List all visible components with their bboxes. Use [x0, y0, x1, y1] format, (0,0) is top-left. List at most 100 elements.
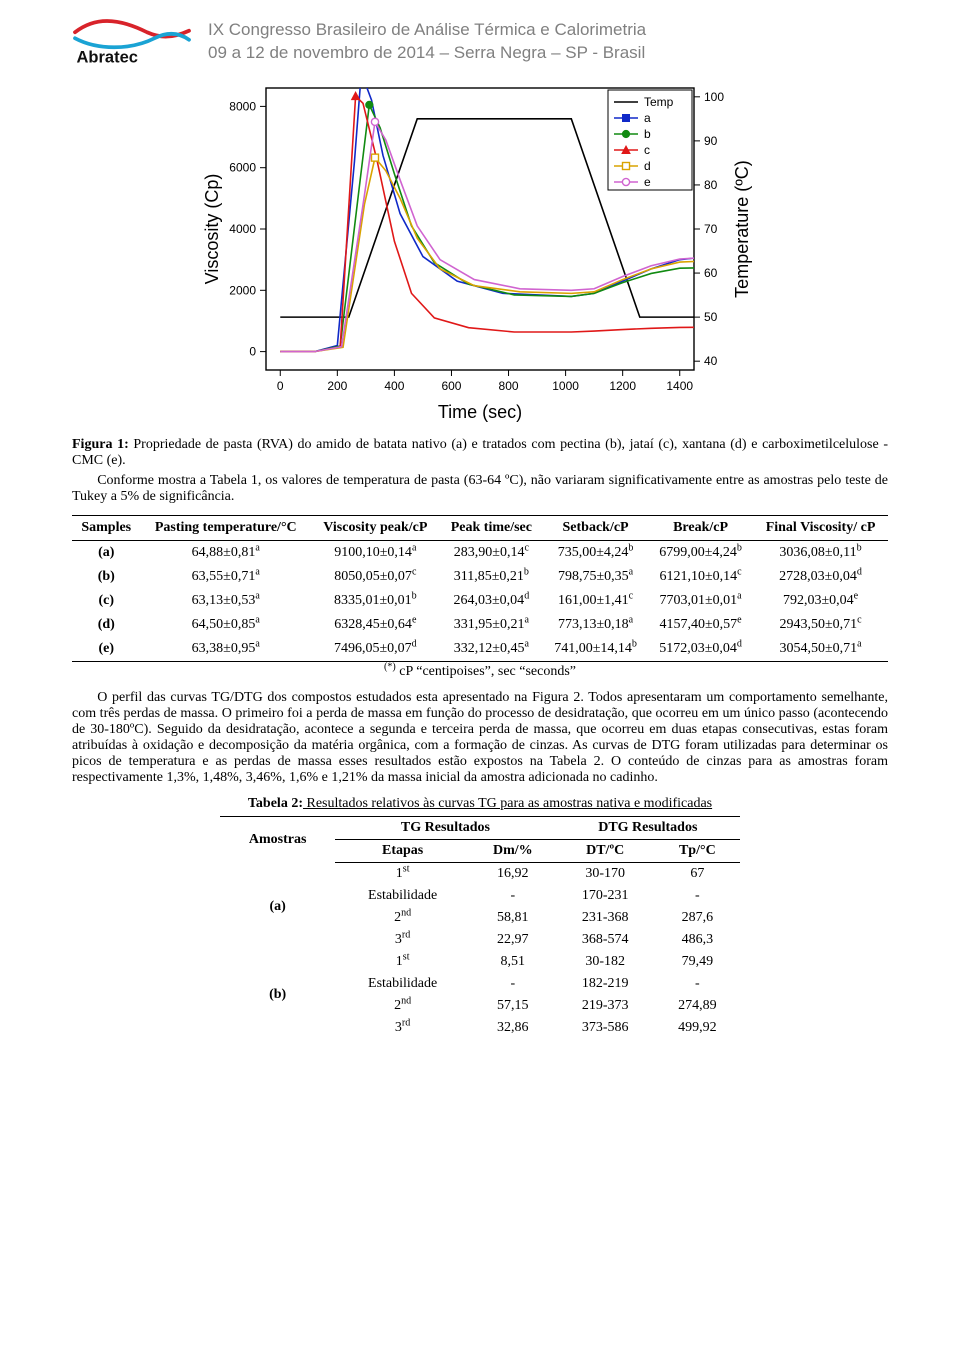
- table1-cell: 735,00±4,24b: [543, 541, 648, 566]
- table1-row: (d)64,50±0,85a6328,45±0,64e331,95±0,21a7…: [72, 613, 888, 637]
- table2-cell: 219-373: [556, 995, 655, 1017]
- svg-text:Viscosity (Cp): Viscosity (Cp): [202, 174, 222, 285]
- table2-cell: 499,92: [655, 1017, 740, 1039]
- svg-text:e: e: [644, 175, 651, 189]
- table1-sample-cell: (b): [72, 565, 141, 589]
- table1-col-1: Pasting temperature/°C: [141, 516, 312, 541]
- table1-note: (*) cP “centipoises”, sec “seconds”: [72, 664, 888, 680]
- table1-col-6: Final Viscosity/ cP: [753, 516, 888, 541]
- svg-text:2000: 2000: [229, 283, 256, 297]
- table1-cell: 5172,03±0,04d: [648, 637, 753, 662]
- table2-cell: 182-219: [556, 973, 655, 995]
- table2-cell: 373-586: [556, 1017, 655, 1039]
- table2-cell: Dm/%: [470, 840, 556, 863]
- svg-text:c: c: [644, 143, 650, 157]
- svg-text:1200: 1200: [609, 379, 636, 393]
- paragraph-tg-dtg: O perfil das curvas TG/DTG dos compostos…: [72, 690, 888, 786]
- svg-text:0: 0: [249, 345, 256, 359]
- table2-label: Tabela 2:: [248, 796, 303, 811]
- table2-cell: 2nd: [335, 995, 470, 1017]
- table2-cell: 30-182: [556, 951, 655, 973]
- table1-cell: 264,03±0,04d: [440, 589, 543, 613]
- table2-cell: 22,97: [470, 929, 556, 951]
- table2-cell: -: [470, 885, 556, 907]
- table1-col-5: Break/cP: [648, 516, 753, 541]
- table1-col-4: Setback/cP: [543, 516, 648, 541]
- table2-cell: 287,6: [655, 907, 740, 929]
- table2-cell: Estabilidade: [335, 973, 470, 995]
- svg-text:40: 40: [704, 354, 718, 368]
- table1-cell: 792,03±0,04e: [753, 589, 888, 613]
- svg-text:1000: 1000: [552, 379, 579, 393]
- table1-cell: 7496,05±0,07d: [311, 637, 440, 662]
- table1-cell: 8050,05±0,07c: [311, 565, 440, 589]
- table1-rva: SamplesPasting temperature/°CViscosity p…: [72, 515, 888, 662]
- table1-row: (a)64,88±0,81a9100,10±0,14a283,90±0,14c7…: [72, 541, 888, 566]
- table2-tg: AmostrasTG ResultadosDTG ResultadosEtapa…: [220, 816, 740, 1039]
- table1-cell: 7703,01±0,01a: [648, 589, 753, 613]
- table2-cell: Estabilidade: [335, 885, 470, 907]
- svg-text:400: 400: [384, 379, 404, 393]
- table2-cell: TG Resultados: [335, 817, 555, 840]
- table1-cell: 6328,45±0,64e: [311, 613, 440, 637]
- table1-cell: 8335,01±0,01b: [311, 589, 440, 613]
- table1-cell: 64,88±0,81a: [141, 541, 312, 566]
- table1-cell: 161,00±1,41c: [543, 589, 648, 613]
- svg-text:6000: 6000: [229, 161, 256, 175]
- table2-cell: 32,86: [470, 1017, 556, 1039]
- table2-cell: Etapas: [335, 840, 470, 863]
- svg-text:50: 50: [704, 310, 718, 324]
- table1-row: (b)63,55±0,71a8050,05±0,07c311,85±0,21b7…: [72, 565, 888, 589]
- svg-text:8000: 8000: [229, 99, 256, 113]
- table2-row: AmostrasTG ResultadosDTG Resultados: [220, 817, 740, 840]
- svg-text:d: d: [644, 159, 651, 173]
- table1-cell: 4157,40±0,57e: [648, 613, 753, 637]
- table1-cell: 6799,00±4,24b: [648, 541, 753, 566]
- table1-cell: 63,38±0,95a: [141, 637, 312, 662]
- table1-col-0: Samples: [72, 516, 141, 541]
- table2-cell: 16,92: [470, 863, 556, 886]
- svg-text:4000: 4000: [229, 222, 256, 236]
- table2-cell: -: [655, 885, 740, 907]
- table2-row: (b)1st8,5130-18279,49: [220, 951, 740, 973]
- table1-col-3: Peak time/sec: [440, 516, 543, 541]
- abratec-logo: Abratec: [72, 14, 192, 70]
- figure1-caption-text: Propriedade de pasta (RVA) do amido de b…: [72, 437, 888, 468]
- table2-cell: Amostras: [220, 817, 335, 863]
- table2-cell: 1st: [335, 951, 470, 973]
- svg-text:90: 90: [704, 134, 718, 148]
- svg-text:60: 60: [704, 266, 718, 280]
- svg-text:800: 800: [499, 379, 519, 393]
- page-header: Abratec IX Congresso Brasileiro de Análi…: [72, 14, 888, 70]
- table2-cell: 2nd: [335, 907, 470, 929]
- table2-cell: DTG Resultados: [556, 817, 740, 840]
- table2-cell: 3rd: [335, 1017, 470, 1039]
- table1-col-2: Viscosity peak/cP: [311, 516, 440, 541]
- table2-cell: 3rd: [335, 929, 470, 951]
- svg-text:b: b: [644, 127, 651, 141]
- table1-cell: 2728,03±0,04d: [753, 565, 888, 589]
- table1-header-row: SamplesPasting temperature/°CViscosity p…: [72, 516, 888, 541]
- table2-title: Tabela 2: Resultados relativos às curvas…: [72, 796, 888, 812]
- table1-cell: 2943,50±0,71c: [753, 613, 888, 637]
- table1-row: (e)63,38±0,95a7496,05±0,07d332,12±0,45a7…: [72, 637, 888, 662]
- conference-dates: 09 a 12 de novembro de 2014 – Serra Negr…: [208, 42, 646, 65]
- table1-row: (c)63,13±0,53a8335,01±0,01b264,03±0,04d1…: [72, 589, 888, 613]
- svg-text:80: 80: [704, 178, 718, 192]
- svg-text:70: 70: [704, 222, 718, 236]
- table1-cell: 798,75±0,35a: [543, 565, 648, 589]
- table1-sample-cell: (e): [72, 637, 141, 662]
- table2-cell: 8,51: [470, 951, 556, 973]
- table2-cell: 57,15: [470, 995, 556, 1017]
- table1-cell: 3036,08±0,11b: [753, 541, 888, 566]
- page: Abratec IX Congresso Brasileiro de Análi…: [0, 0, 960, 1079]
- table1-cell: 3054,50±0,71a: [753, 637, 888, 662]
- table1-sample-cell: (c): [72, 589, 141, 613]
- svg-text:0: 0: [277, 379, 284, 393]
- svg-text:Temp: Temp: [644, 95, 674, 109]
- table1-cell: 741,00±14,14b: [543, 637, 648, 662]
- table1-note-text: cP “centipoises”, sec “seconds”: [396, 664, 576, 679]
- table2-wrap: AmostrasTG ResultadosDTG ResultadosEtapa…: [220, 816, 740, 1039]
- table2-cell: 58,81: [470, 907, 556, 929]
- figure1-caption: Figura 1: Propriedade de pasta (RVA) do …: [72, 437, 888, 469]
